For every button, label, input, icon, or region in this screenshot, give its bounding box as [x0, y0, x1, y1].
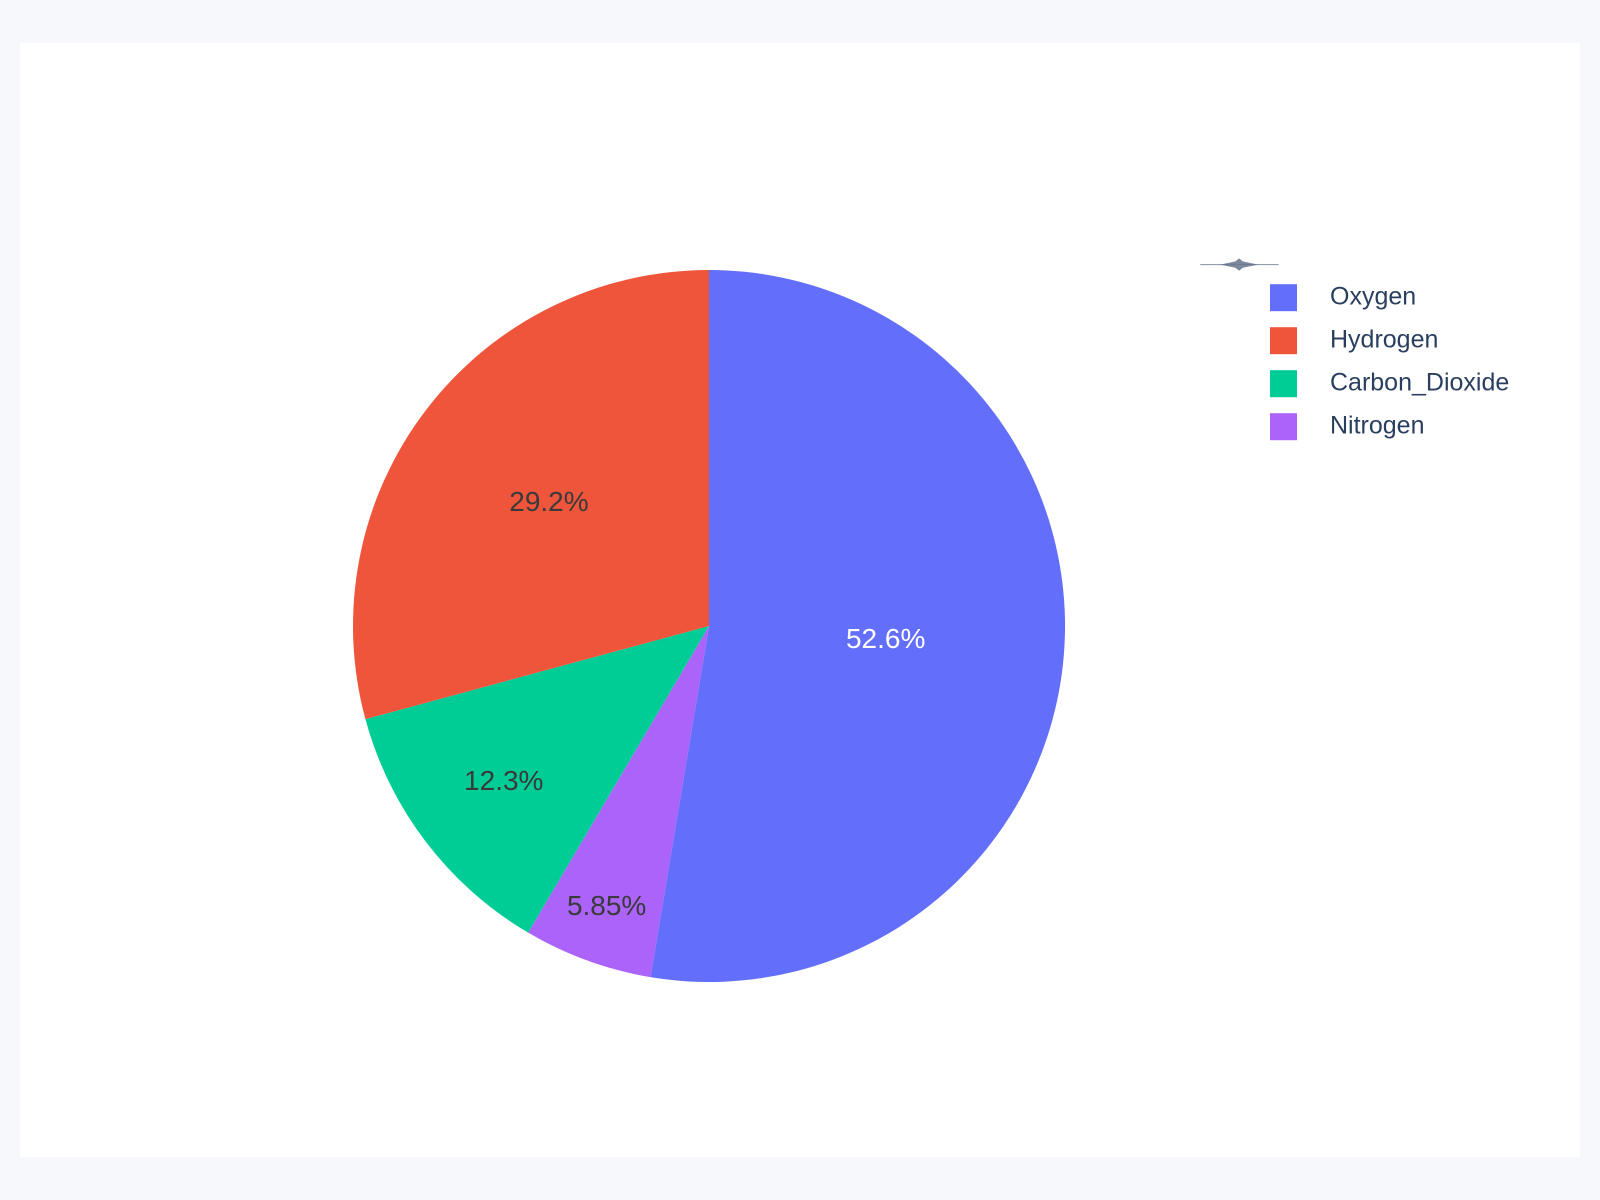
svg-text:29.2%: 29.2%: [509, 486, 588, 517]
svg-text:Nitrogen: Nitrogen: [1330, 412, 1425, 440]
svg-text:52.6%: 52.6%: [846, 623, 925, 654]
svg-text:Hydrogen: Hydrogen: [1330, 326, 1438, 354]
svg-text:Carbon_Dioxide: Carbon_Dioxide: [1330, 369, 1509, 397]
svg-text:Oxygen: Oxygen: [1330, 283, 1416, 311]
svg-text:12.3%: 12.3%: [464, 765, 543, 796]
svg-text:5.85%: 5.85%: [567, 890, 646, 921]
